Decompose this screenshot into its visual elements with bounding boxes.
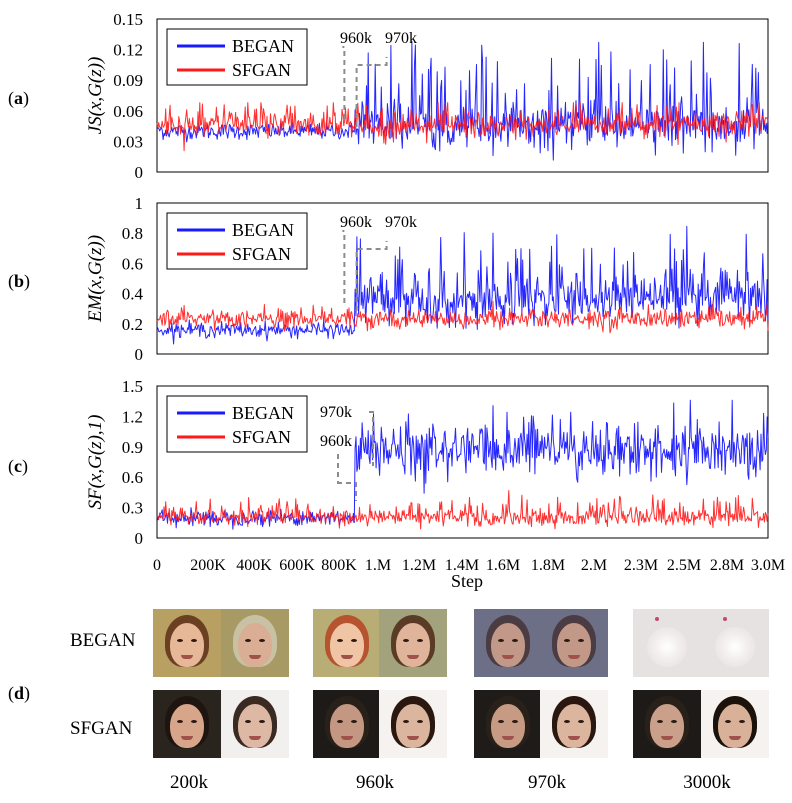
x-tick-label: 600K <box>279 557 315 574</box>
y-tick-label: 0.9 <box>122 438 143 457</box>
annotation-960k: 960k <box>320 433 352 450</box>
x-tick-label: 1.8M <box>531 557 565 574</box>
chart-panel-b: 0 0.2 0.4 0.6 0.8 1 EM(x,G(z)) 960k 970k BEGAN SFG… <box>85 194 769 364</box>
x-tick-label: 800K <box>321 557 357 574</box>
panel-label-b: (b) <box>8 271 31 291</box>
x-axis: 0 200K 400K 600K 800K 1.M 1.2M 1.4M 1.6M 1.8M 2.M 2… <box>153 557 785 591</box>
annotation-960k: 960k <box>340 30 372 47</box>
marker-960k <box>342 230 346 303</box>
y-tick-label: 1.5 <box>122 377 143 396</box>
y-tick-label: 0.2 <box>122 315 143 334</box>
y-tick-label: 0.09 <box>113 71 143 90</box>
y-axis-label: SF(x,G(z),1) <box>85 415 106 510</box>
y-axis-label: JS(x,G(z)) <box>85 57 106 135</box>
x-tick-label: 2.M <box>581 557 607 574</box>
y-tick-label: 0.03 <box>113 132 143 151</box>
series-line-sfgan <box>156 490 769 530</box>
y-tick-label: 1.2 <box>122 407 143 426</box>
x-axis-label: Step <box>451 571 483 591</box>
annotation-960k: 960k <box>340 214 372 231</box>
y-tick-label: 0 <box>135 163 144 182</box>
marker-960k <box>337 482 357 501</box>
y-tick-label: 0.6 <box>122 468 143 487</box>
y-tick-label: 0 <box>135 529 144 548</box>
legend-label-began: BEGAN <box>232 220 294 240</box>
legend-label-sfgan: SFGAN <box>232 427 291 447</box>
x-tick-label: 400K <box>236 557 272 574</box>
y-tick-label: 0.4 <box>122 285 144 304</box>
x-tick-label: 1.4M <box>445 557 479 574</box>
chart-panel-c: 0 0.3 0.6 0.9 1.2 1.5 SF(x,G(z),1) 960k 970k BEGA… <box>85 377 769 548</box>
series-line-began <box>156 399 769 530</box>
x-tick-label: 1.2M <box>402 557 436 574</box>
marker-970k <box>369 411 374 466</box>
plot-frame <box>156 202 769 355</box>
y-tick-label: 0.12 <box>113 41 143 60</box>
chart-panel-a: 0 0.03 0.06 0.09 0.12 0.15 JS(x,G(z)) 960k 970k B… <box>85 10 769 182</box>
series-line-sfgan <box>156 102 769 152</box>
panel-label-c: (c) <box>8 456 28 476</box>
marker-960k <box>342 46 346 119</box>
legend-label-began: BEGAN <box>232 36 294 56</box>
x-tick-label: 1.6M <box>486 557 520 574</box>
x-tick-label: 2.3M <box>624 557 658 574</box>
y-tick-label: 1 <box>135 194 144 213</box>
legend-box <box>166 28 308 86</box>
x-tick-label: 0 <box>153 557 161 574</box>
x-tick-label: 2.5M <box>667 557 701 574</box>
y-axis-label: EM(x,G(z)) <box>85 235 106 323</box>
annotation-970k: 970k <box>385 30 417 47</box>
legend-box <box>166 212 308 270</box>
x-tick-label: 3.0M <box>751 557 785 574</box>
x-tick-label: 1.M <box>365 557 391 574</box>
annotation-970k: 970k <box>385 214 417 231</box>
y-tick-label: 0.8 <box>122 224 143 243</box>
y-tick-label: 0.3 <box>122 499 143 518</box>
marker-970k <box>355 241 388 311</box>
legend-label-began: BEGAN <box>232 403 294 423</box>
annotation-970k: 970k <box>320 404 352 421</box>
plot-frame <box>156 18 769 173</box>
y-tick-label: 0.06 <box>113 102 143 121</box>
legend-label-sfgan: SFGAN <box>232 60 291 80</box>
y-tick-label: 0 <box>135 345 144 364</box>
y-tick-label: 0.6 <box>122 254 143 273</box>
panel-label-d: (d) <box>8 683 31 703</box>
series-line-sfgan <box>156 300 769 334</box>
legend-label-sfgan: SFGAN <box>232 244 291 264</box>
x-tick-label: 2.8M <box>710 557 744 574</box>
marker-970k <box>355 57 388 127</box>
plot-frame <box>156 385 769 539</box>
series-line-began <box>156 225 769 345</box>
x-tick-label: 200K <box>190 557 226 574</box>
panel-label-a: (a) <box>8 88 29 108</box>
y-tick-label: 0.15 <box>113 10 143 29</box>
legend-box <box>166 395 308 453</box>
